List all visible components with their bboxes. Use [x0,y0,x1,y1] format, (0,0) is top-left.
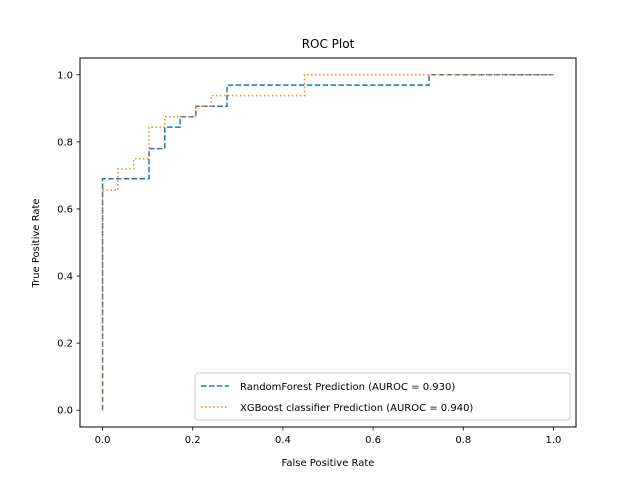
y-axis: 0.0 0.2 0.4 0.6 0.8 1.0 [57,70,80,417]
series-line-0 [101,74,554,411]
series-line-1 [101,74,554,411]
legend-box [194,372,571,421]
y-tick-label: 1.0 [57,70,73,81]
x-tick-label: 0.2 [185,435,201,446]
y-tick-label: 0.4 [57,272,73,283]
y-tick-label: 0.8 [57,137,73,148]
y-tick-label: 0.0 [57,406,73,417]
legend-label-1: XGBoost classifier Prediction (AUROC = 0… [240,403,473,414]
axes-frame [79,57,577,428]
legend: RandomForest Prediction (AUROC = 0.930) X… [194,372,571,421]
x-tick-label: 0.6 [365,435,381,446]
legend-label-0: RandomForest Prediction (AUROC = 0.930) [240,382,455,393]
x-tick-label: 1.0 [546,435,562,446]
y-tick-label: 0.6 [57,204,73,215]
x-tick-label: 0.0 [95,435,111,446]
x-tick-label: 0.8 [455,435,471,446]
x-tick-label: 0.4 [275,435,291,446]
chart-title: ROC Plot [302,37,355,51]
plot-area [101,74,554,411]
x-axis: 0.0 0.2 0.4 0.6 0.8 1.0 [95,427,562,446]
x-axis-label: False Positive Rate [282,458,375,469]
y-tick-label: 0.2 [57,339,73,350]
y-axis-label: True Positive Rate [31,198,42,288]
